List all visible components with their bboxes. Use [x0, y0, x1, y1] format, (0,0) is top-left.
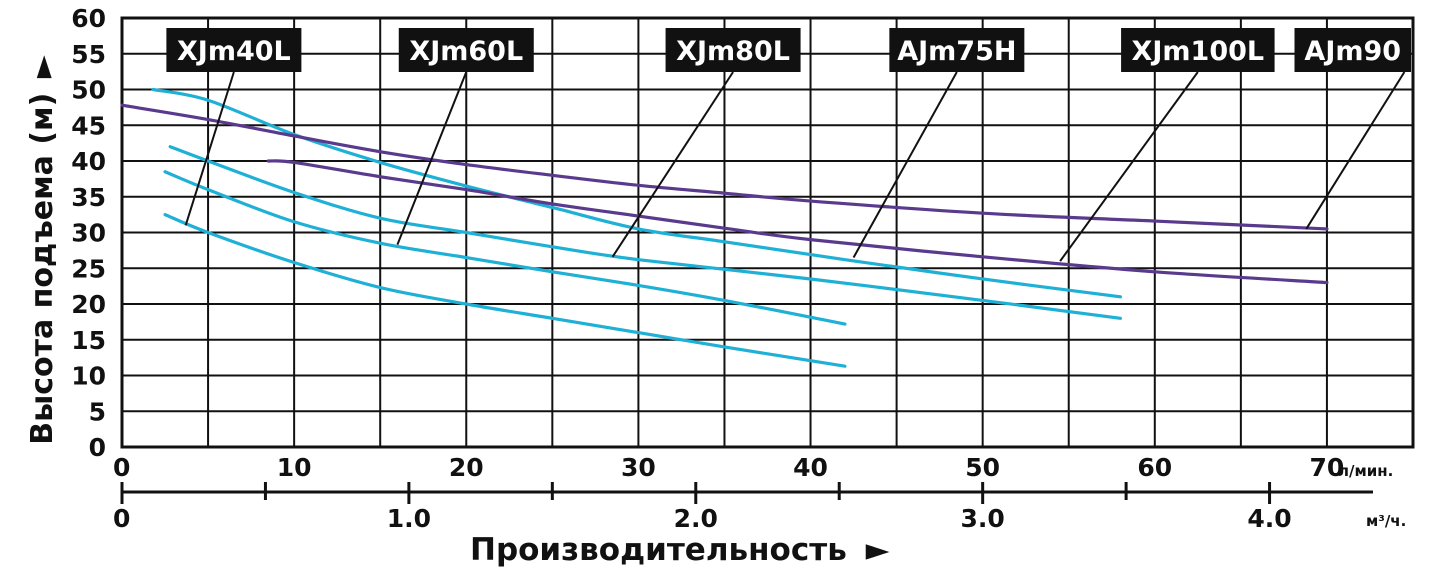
x-tick-label-top: 10: [277, 453, 312, 482]
series-label-bg-xjm40l: [166, 28, 302, 72]
series-label-xjm80l: XJm80L: [665, 28, 801, 72]
y-tick-label: 45: [71, 111, 106, 140]
series-label-text-xjm60l: XJm60L: [409, 36, 523, 67]
pointer-xjm100l: [1059, 71, 1199, 262]
y-tick-label: 0: [89, 433, 106, 462]
svg-text:Производительность ►: Производительность ►: [470, 532, 890, 568]
pointer-ajm75h: [852, 71, 958, 259]
series-label-text-xjm80l: XJm80L: [676, 36, 790, 67]
plot-frame: [120, 16, 1415, 449]
pointer-xjm60l: [396, 71, 468, 246]
y-tick-label: 60: [71, 4, 106, 33]
svg-text:Высота подъема (м) ►: Высота подъема (м) ►: [25, 55, 60, 445]
series-labels: XJm40L XJm60L XJm80L AJm75H XJm100L AJm90: [166, 28, 1411, 72]
y-tick-label: 10: [71, 362, 106, 391]
series-label-ajm75h: AJm75H: [889, 28, 1025, 72]
x-tick-label-top: 40: [793, 453, 828, 482]
series-line-ajm90: [120, 103, 1329, 231]
x-tick-label-top: 0: [113, 453, 130, 482]
series-label-xjm60l: XJm60L: [398, 28, 534, 72]
y-axis-ticks: 0 5 10 15 20 25 30 35 40 45 50 55 60: [71, 4, 106, 462]
series-line-ajm75h: [151, 87, 1122, 299]
y-tick-label: 25: [71, 254, 106, 283]
series-label-bg-xjm60l: [398, 28, 534, 72]
x-axis-bottom-ticks: 0 1.0 2.0 3.0 4.0: [113, 482, 1373, 533]
series-curves: [120, 87, 1329, 368]
series-label-ajm90: AJm90: [1294, 28, 1411, 72]
y-axis-title-text: Высота подъема (м): [25, 93, 60, 445]
grid: [120, 16, 1415, 449]
series-label-text-xjm40l: XJm40L: [177, 36, 291, 67]
x-unit-top: л/мин.: [1338, 462, 1393, 480]
x-tick-label-top: 50: [965, 453, 1000, 482]
series-label-text-xjm100l: XJm100L: [1132, 36, 1265, 67]
x-tick-label-top: 60: [1137, 453, 1172, 482]
y-tick-label: 50: [71, 76, 106, 105]
series-label-bg-xjm80l: [665, 28, 801, 72]
y-tick-label: 20: [71, 290, 106, 319]
x-tick-label-bottom: 4.0: [1247, 504, 1291, 533]
y-tick-label: 35: [71, 183, 106, 212]
y-tick-label: 55: [71, 40, 106, 69]
label-pointers: [184, 71, 1406, 262]
x-tick-label-top: 20: [449, 453, 484, 482]
x-axis-title: Производительность ►: [470, 532, 890, 568]
series-label-bg-ajm75h: [889, 28, 1025, 72]
y-tick-label: 5: [89, 397, 106, 426]
y-axis-title-arrow: ►: [25, 55, 60, 78]
x-axis-title-text: Производительность: [470, 532, 847, 568]
series-label-bg-ajm90: [1294, 28, 1411, 72]
x-unit-bottom: м³/ч.: [1366, 512, 1406, 530]
x-tick-label-bottom: 3.0: [961, 504, 1005, 533]
x-tick-label-top: 30: [621, 453, 656, 482]
series-label-xjm40l: XJm40L: [166, 28, 302, 72]
pointer-xjm80l: [611, 71, 734, 258]
series-label-text-ajm75h: AJm75H: [897, 36, 1016, 67]
series-line-xjm100l: [266, 159, 1329, 285]
x-tick-label-bottom: 1.0: [387, 504, 431, 533]
y-tick-label: 15: [71, 326, 106, 355]
y-tick-label: 40: [71, 147, 106, 176]
x-axis-top-ticks: 0 10 20 30 40 50 60 70: [113, 453, 1344, 482]
x-tick-label-bottom: 2.0: [674, 504, 718, 533]
series-label-bg-xjm100l: [1121, 28, 1275, 72]
series-line-xjm40l: [163, 213, 847, 368]
series-label-text-ajm90: AJm90: [1304, 36, 1401, 67]
y-tick-label: 30: [71, 219, 106, 248]
pointer-xjm40l: [184, 71, 235, 226]
pointer-ajm90: [1305, 71, 1406, 230]
series-line-xjm80l: [168, 145, 1122, 320]
x-tick-label-top: 70: [1310, 453, 1345, 482]
series-line-xjm60l: [163, 170, 847, 326]
x-tick-label-bottom: 0: [113, 504, 130, 533]
y-axis-title: Высота подъема (м) ►: [25, 55, 60, 445]
x-axis-title-arrow: ►: [866, 532, 890, 568]
series-label-xjm100l: XJm100L: [1121, 28, 1275, 72]
